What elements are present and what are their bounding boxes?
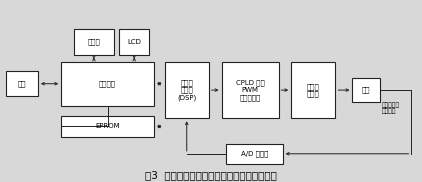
- Bar: [222, 62, 279, 118]
- Bar: [6, 71, 38, 96]
- Text: LCD: LCD: [127, 39, 141, 45]
- Bar: [119, 29, 149, 55]
- Text: 数字信
号处理
(DSP): 数字信 号处理 (DSP): [177, 79, 196, 101]
- Bar: [61, 62, 154, 106]
- Bar: [165, 62, 209, 118]
- Text: 图3  基于数字信号处理的开关电源原理结构图: 图3 基于数字信号处理的开关电源原理结构图: [145, 170, 277, 180]
- Text: A/D 转换器: A/D 转换器: [241, 151, 268, 157]
- Text: EPROM: EPROM: [95, 124, 120, 129]
- Bar: [226, 144, 283, 164]
- Text: 电压电流温
度等信号: 电压电流温 度等信号: [382, 102, 400, 114]
- Text: 计算机: 计算机: [87, 39, 100, 45]
- Text: CPLD 数字
PWM
波形发生器: CPLD 数字 PWM 波形发生器: [235, 80, 265, 101]
- Text: 接口电路: 接口电路: [99, 80, 116, 87]
- Bar: [352, 78, 380, 102]
- Bar: [291, 62, 335, 118]
- Text: 键盘: 键盘: [18, 80, 27, 87]
- Bar: [74, 29, 114, 55]
- Bar: [61, 116, 154, 137]
- Text: 负载: 负载: [362, 87, 371, 93]
- Text: 主功率
变换器: 主功率 变换器: [307, 83, 320, 97]
